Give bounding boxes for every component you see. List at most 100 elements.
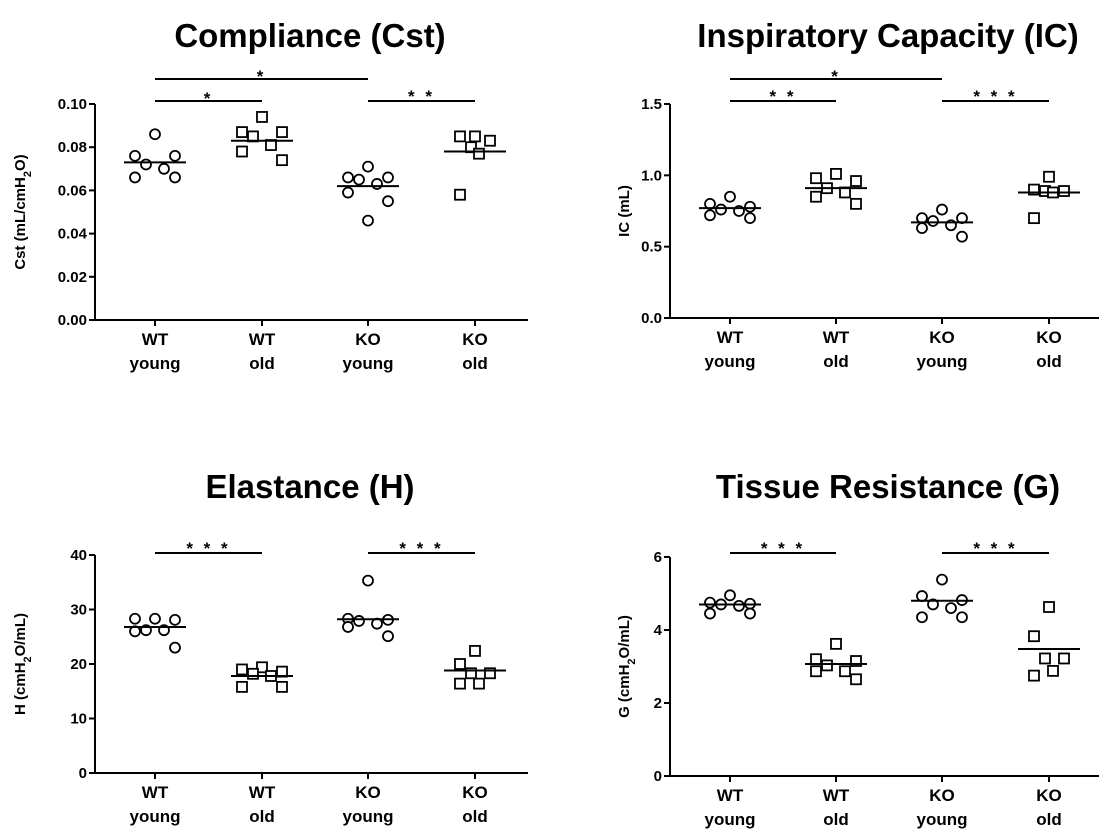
data-point [362,160,374,173]
category-label: WT [823,328,850,347]
y-tick-label: 1.5 [641,96,662,113]
chart-title: Inspiratory Capacity (IC) [697,17,1078,54]
data-point [169,641,181,654]
significance-label: * * * [973,539,1017,558]
data-point [850,197,862,210]
y-tick-label: 2 [654,695,662,712]
data-point [158,162,170,175]
panel-2: Inspiratory Capacity (IC) IC (mL) 0.0 0.5 1.… [616,17,1099,371]
data-point [342,171,354,184]
data-point [810,665,822,678]
category-label: WT [249,783,276,802]
significance-label: * * * [761,539,805,558]
data-point [454,188,466,201]
significance-label: * * [770,87,797,106]
category-label: KO [462,330,488,349]
y-tick-label: 1.0 [641,167,662,184]
data-point [236,126,248,138]
chart-title: Compliance (Cst) [174,17,445,54]
data-point [129,612,141,625]
data-point [454,130,466,143]
data-point [140,158,152,171]
data-point [744,607,756,620]
data-point [1058,652,1070,665]
data-point [371,178,383,190]
category-label: KO [929,328,955,347]
data-point [353,173,365,186]
y-tick-label: 0.00 [58,312,87,329]
data-point [362,214,374,227]
category-label: old [823,810,849,829]
data-point [704,596,716,609]
data-point [810,653,822,666]
data-point [465,667,477,680]
data-point [850,673,862,686]
category-label: WT [717,786,744,805]
panel-1: Compliance (Cst) Cst (mL/cmH2O) 0.00 0.02 0.… [12,17,528,373]
data-point [830,168,842,180]
data-point [839,665,851,678]
data-point [850,175,862,187]
data-point [1043,601,1055,613]
y-tick-label: 0.0 [641,310,662,327]
y-tick-label: 0.06 [58,182,87,199]
data-point [454,677,466,690]
data-point [744,212,756,225]
data-point [169,171,181,184]
data-point [236,680,248,693]
data-point [916,590,928,602]
data-point [149,612,161,625]
category-label: young [130,354,181,373]
y-tick-label: 20 [70,656,87,673]
category-label: old [823,352,849,371]
y-tick-label: 6 [654,549,662,566]
data-point [473,677,485,690]
data-point [916,611,928,624]
y-tick-label: 10 [70,711,87,728]
data-point [956,230,968,243]
data-point [936,203,948,216]
category-label: old [1036,352,1062,371]
category-label: WT [142,330,169,349]
data-point [1043,170,1055,183]
category-label: young [917,352,968,371]
category-label: KO [929,786,955,805]
data-point [473,147,485,160]
category-label: young [917,810,968,829]
data-point [129,149,141,162]
data-point [236,145,248,158]
y-tick-label: 0.02 [58,269,87,286]
y-tick-label: 0 [654,768,662,785]
y-tick-label: 40 [70,547,87,564]
data-point [276,680,288,693]
data-point [1028,183,1040,196]
data-point [256,661,268,674]
data-point [382,195,394,208]
significance-label: * * * [186,539,230,558]
data-point [169,149,181,162]
y-axis-label: G (cmH2O/mL) [616,615,638,718]
data-point [469,645,481,657]
data-point [704,209,716,222]
data-point [810,190,822,203]
data-point [454,658,466,670]
category-label: young [343,354,394,373]
category-label: old [462,354,488,373]
chart-title: Elastance (H) [205,468,414,505]
significance-label: * [204,89,214,108]
y-tick-label: 0.04 [58,226,88,243]
data-point [850,655,862,667]
data-point [382,630,394,643]
category-label: old [462,807,488,826]
panel-4: Tissue Resistance (G) G (cmH2O/mL) 0 2 4 6 WT y… [616,468,1099,829]
category-label: old [249,807,275,826]
data-point [724,589,736,602]
category-label: KO [355,330,381,349]
data-point [936,573,948,586]
data-point [927,598,939,611]
data-point [256,111,268,123]
data-point [916,222,928,235]
data-point [830,637,842,650]
y-tick-label: 0 [79,765,87,782]
